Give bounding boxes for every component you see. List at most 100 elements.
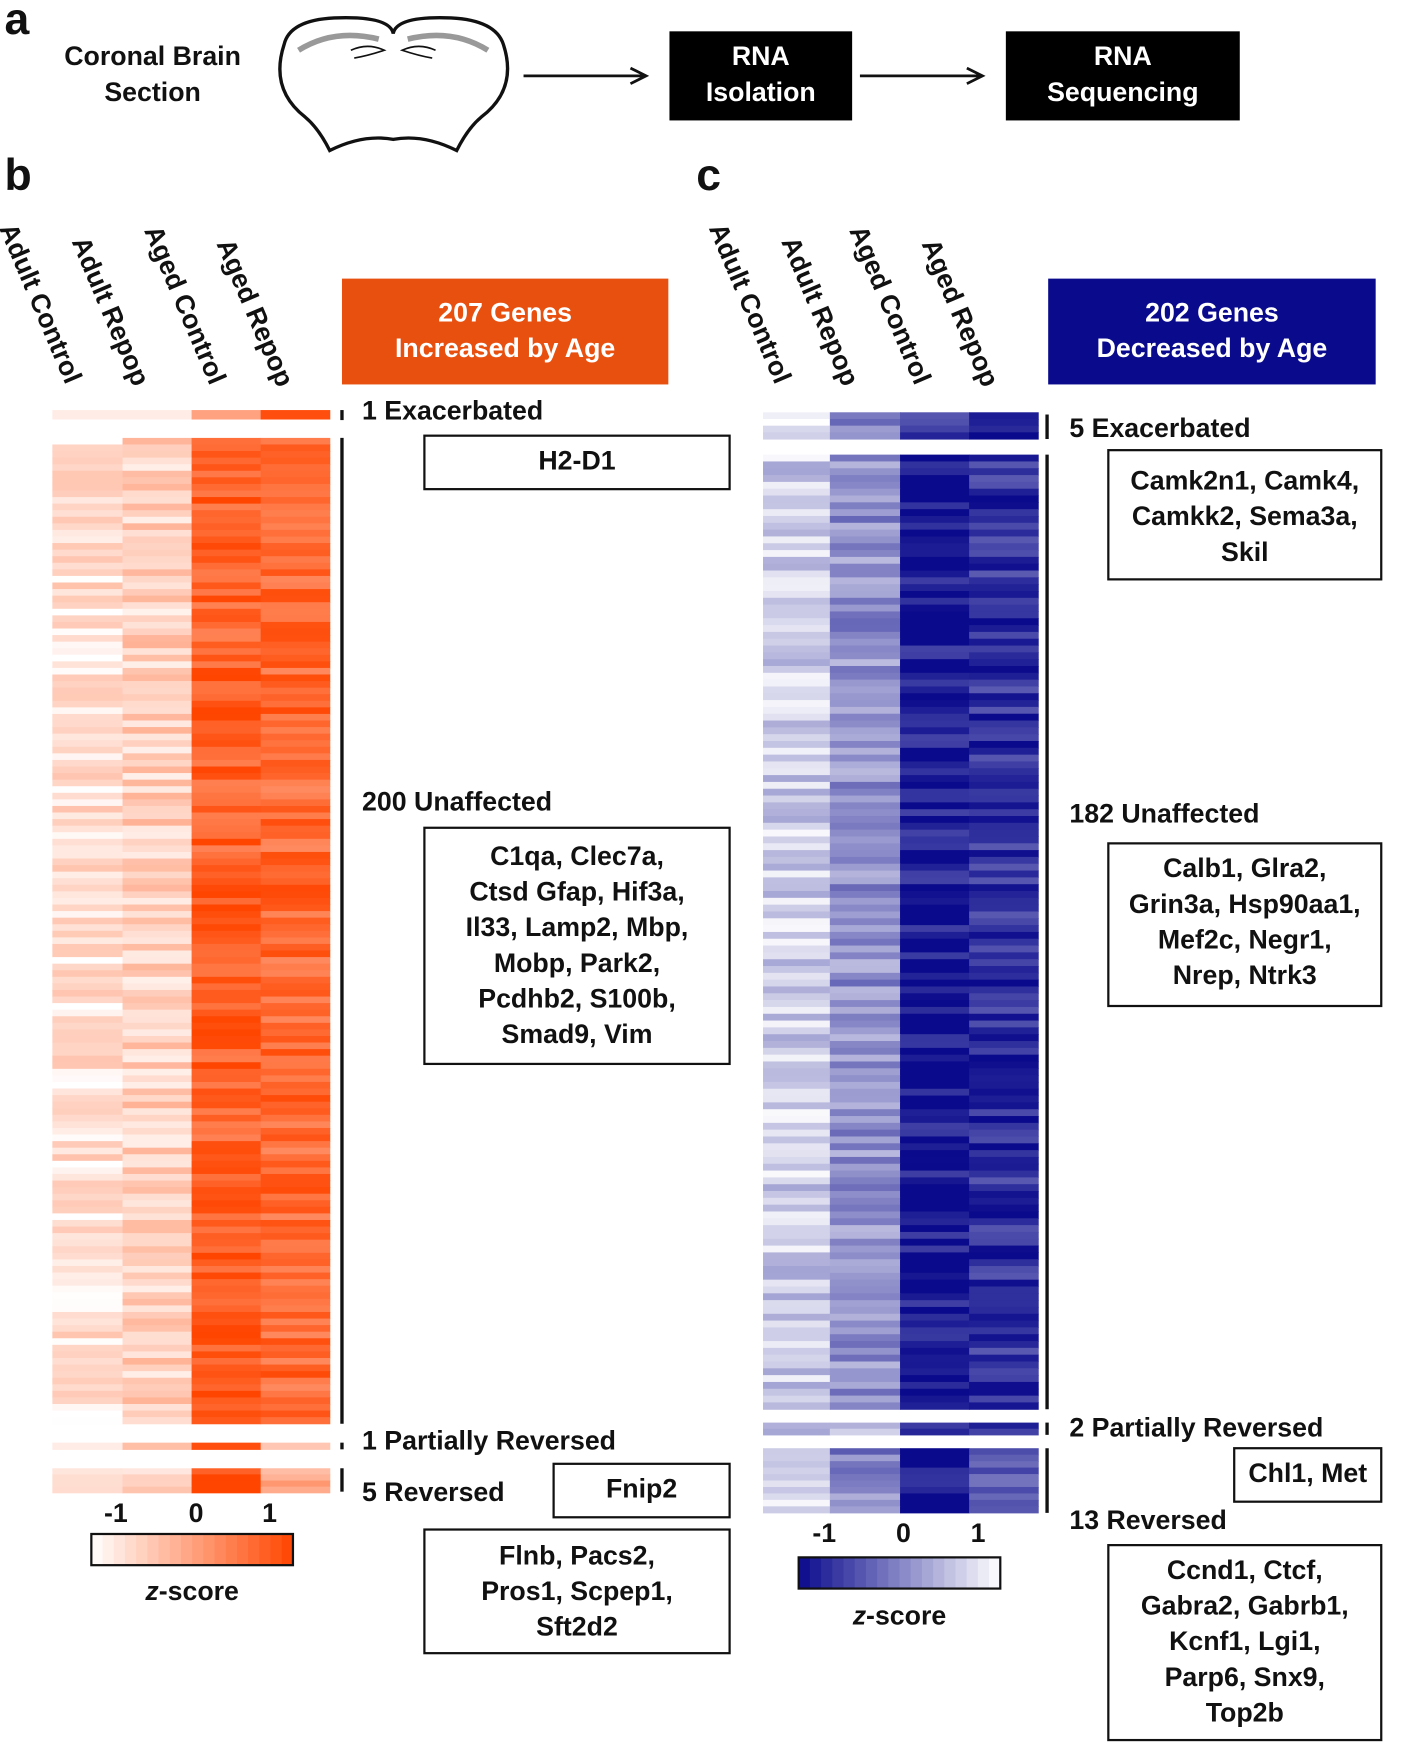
heatmap-cell [969,1334,1039,1342]
heatmap-cell [969,966,1039,974]
heatmap-cell [900,509,970,517]
heatmap-cell [763,720,831,728]
heatmap-cell [122,759,193,768]
heatmap-cell [763,911,831,919]
heatmap-cell [763,1334,831,1342]
heatmap-cell [260,865,331,873]
heatmap-cell [900,904,970,913]
heatmap-cell [52,1035,124,1044]
heatmap-cell [969,1375,1039,1383]
heatmap-cell [829,432,901,440]
heatmap-cell [900,809,970,817]
heatmap-cell [52,1318,124,1326]
heatmap-cell [52,1351,124,1359]
heatmap-cell [969,706,1039,715]
heatmap-cell [763,856,831,865]
heatmap-cell [191,1252,262,1260]
heatmap-cell [191,819,262,827]
heatmap-cell [52,1384,124,1392]
heatmap-cell [122,444,193,452]
heatmap-cell [829,665,901,674]
heatmap-cell [52,1180,124,1188]
heatmap-cell [829,1034,901,1042]
heatmap-cell [969,570,1039,578]
heatmap-cell [122,1325,193,1333]
heatmap-cell [122,1486,193,1494]
heatmap-cell [122,687,193,695]
heatmap-cell [260,832,331,840]
heatmap-cell [52,1279,124,1287]
heatmap-cell [260,549,331,557]
heatmap-cell [260,464,331,472]
heatmap-cell [829,1143,901,1151]
heatmap-cell [52,799,124,807]
heatmap-cell [829,1499,901,1507]
heatmap-cell [969,856,1039,865]
group-label: 5 Exacerbated [1069,413,1250,443]
panel-label: a [4,0,30,44]
heatmap-cell [122,1108,193,1116]
heatmap-cell [900,454,970,462]
heatmap-cell [900,1499,970,1507]
heatmap-cell [763,768,831,776]
heatmap-cell [260,1213,331,1221]
heatmap-cell [122,1442,193,1450]
heatmap-cell [829,625,901,633]
heatmap-cell [969,1252,1039,1260]
heatmap-cell [191,595,262,603]
colorbar-step [821,1557,833,1589]
heatmap-cell [191,1035,262,1044]
heatmap-cell [191,608,262,616]
heatmap-cell [969,597,1039,606]
heatmap-cell [900,1454,970,1462]
heatmap-cell [829,1454,901,1462]
heatmap-cell [969,502,1039,510]
heatmap-cell [829,836,901,844]
heatmap-cell [191,930,262,938]
heatmap-cell [829,740,901,749]
heatmap-cell [969,829,1039,838]
heatmap-cell [969,686,1039,694]
heatmap-cell [122,943,193,952]
heatmap-cell [191,1219,262,1228]
heatmap-cell [829,679,901,688]
heatmap-cell [763,1150,831,1158]
colorbar-step [944,1557,957,1589]
heatmap-cell [260,543,331,551]
heatmap-cell [829,1461,901,1469]
heatmap-cell [260,983,331,991]
heatmap-cell [829,1020,901,1028]
group-label: 2 Partially Reversed [1069,1412,1323,1442]
heatmap-cell [829,1334,901,1342]
heatmap-cell [763,1266,831,1274]
colorbar-step [955,1557,968,1589]
step-label: Section [104,77,201,107]
heatmap-cell [763,1027,831,1035]
heatmap-cell [969,1454,1039,1462]
heatmap-cell [763,1156,831,1165]
heatmap-cell [52,1016,124,1024]
heatmap-cell [191,917,262,925]
heatmap-cell [191,1121,262,1129]
heatmap-cell [829,1102,901,1110]
heatmap-cell [900,1279,970,1288]
heatmap-cell [969,1020,1039,1028]
heatmap-cell [191,451,262,459]
heatmap-cell [969,1388,1039,1397]
colorbar-step [136,1533,148,1566]
heatmap-cell [900,432,970,440]
heatmap-cell [260,720,331,728]
colorbar-tick: 0 [189,1498,204,1528]
heatmap-cell [191,1081,262,1090]
heatmap-cell [900,1259,970,1267]
heatmap-cell [900,1266,970,1274]
heatmap-cell [829,543,901,551]
heatmap-cell [52,970,124,978]
heatmap-cell [260,1265,331,1274]
heatmap-cell [260,950,331,958]
heatmap-cell [122,799,193,807]
heatmap-cell [829,468,901,476]
heatmap-cell [969,918,1039,926]
heatmap-cell [191,1095,262,1103]
heatmap-cell [191,950,262,958]
